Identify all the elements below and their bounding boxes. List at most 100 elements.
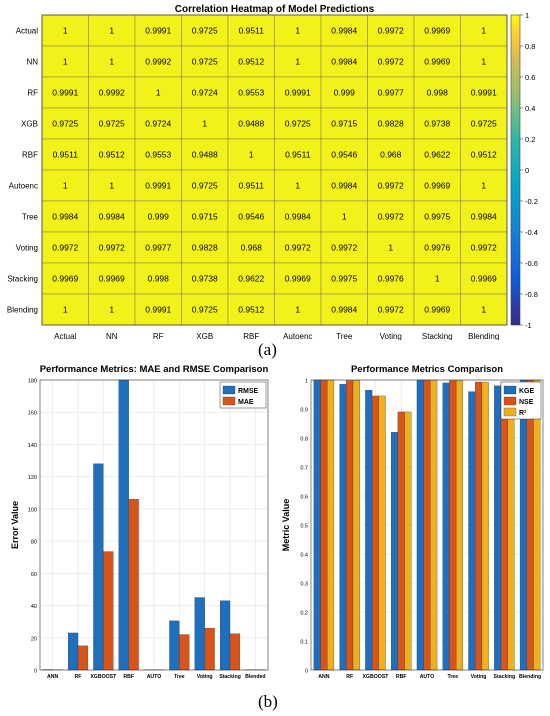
bar-r <box>481 381 489 671</box>
y-tick-label: 140 <box>28 443 37 449</box>
heatmap-cell <box>274 169 322 202</box>
heatmap-cell <box>227 293 275 326</box>
heatmap-cell <box>460 14 508 47</box>
x-tick-label: AUTO <box>147 674 162 680</box>
heatmap-cell-value: 0.968 <box>380 150 402 160</box>
heatmap-cell-value: 0.9512 <box>238 57 264 67</box>
heatmap-cell-value: 1 <box>202 119 207 129</box>
heatmap-cell-value: 0.9991 <box>52 88 78 98</box>
heatmap-cell <box>88 231 136 264</box>
bar-kge <box>416 379 424 671</box>
y-tick-label: 120 <box>28 475 37 481</box>
heatmap-cell <box>41 76 89 109</box>
heatmap-cell-value: 0.998 <box>427 88 449 98</box>
legend-swatch <box>503 385 517 395</box>
heatmap-cell <box>88 76 136 109</box>
heatmap-cell-value: 0.9725 <box>192 57 218 67</box>
heatmap-cell-value: 1 <box>481 26 486 36</box>
heatmap-cell <box>181 169 229 202</box>
bar-kge <box>442 382 450 671</box>
heatmap-cell-value: 0.9725 <box>471 119 497 129</box>
heatmap-col-label: Autoenc <box>283 332 312 340</box>
heatmap-cell-value: 1 <box>109 181 114 191</box>
heatmap-cell-value: 0.9512 <box>238 305 264 315</box>
heatmap-cell <box>274 293 322 326</box>
colorbar-tick-label: 0 <box>525 166 529 175</box>
heatmap-cell <box>460 293 508 326</box>
legend-label: R² <box>519 410 527 417</box>
heatmap-cell-value: 0.9715 <box>192 212 218 222</box>
heatmap-cell <box>227 231 275 264</box>
heatmap-cell-value: 0.9972 <box>378 57 404 67</box>
bar-kge <box>391 432 399 671</box>
heatmap-cell <box>41 107 89 140</box>
heatmap-row-label: Actual <box>16 27 38 36</box>
heatmap-cell-value: 1 <box>109 305 114 315</box>
heatmap-cell <box>367 293 415 326</box>
heatmap-cell <box>367 262 415 295</box>
bar-nse <box>526 379 534 671</box>
bar-kge <box>339 384 347 671</box>
y-tick-label: 80 <box>31 540 37 546</box>
legend-label: NSE <box>519 399 534 406</box>
x-tick-label: RF <box>346 674 353 680</box>
x-tick-label: AUTO <box>420 674 435 680</box>
heatmap-cell-value: 0.9725 <box>192 26 218 36</box>
x-tick-label: RBF <box>396 674 407 680</box>
y-tick-label: 0.8 <box>300 437 308 443</box>
heatmap-cell <box>227 76 275 109</box>
heatmap-cell <box>320 293 368 326</box>
heatmap-cell-value: 0.9984 <box>52 212 78 222</box>
heatmap-cell <box>227 169 275 202</box>
bar-mae <box>179 634 190 671</box>
heatmap-cell <box>41 169 89 202</box>
correlation-heatmap: Correlation Heatmap of Model Predictions… <box>7 4 538 340</box>
heatmap-cell <box>181 200 229 233</box>
heatmap-cell <box>181 293 229 326</box>
bar-kge <box>365 389 373 671</box>
heatmap-row-label: Stacking <box>7 275 38 284</box>
heatmap-cell-value: 0.9992 <box>145 57 171 67</box>
heatmap-cell-value: 0.9972 <box>378 26 404 36</box>
heatmap-cell <box>367 200 415 233</box>
heatmap-cell-value: 0.968 <box>241 243 263 253</box>
heatmap-cell <box>134 231 182 264</box>
x-tick-label: XGBOOST <box>362 674 389 680</box>
y-tick-label: 0.5 <box>300 524 308 530</box>
y-tick-label: 0.2 <box>300 611 308 617</box>
bar-mae <box>128 499 139 671</box>
panel-label-b: (b) <box>258 692 278 711</box>
legend-label: KGE <box>519 388 535 395</box>
heatmap-cell <box>134 169 182 202</box>
heatmap-cell-value: 0.9976 <box>424 243 450 253</box>
y-tick-label: 0 <box>305 669 308 675</box>
y-tick-label: 0.7 <box>300 466 308 472</box>
x-tick-label: Tree <box>447 674 458 680</box>
heatmap-cell-value: 0.9622 <box>424 150 450 160</box>
heatmap-cell <box>227 262 275 295</box>
heatmap-cell-value: 0.9969 <box>471 274 497 284</box>
heatmap-cell <box>413 76 461 109</box>
heatmap-cell-value: 0.9724 <box>192 88 218 98</box>
bar-kge <box>468 391 476 671</box>
heatmap-cell-value: 0.9488 <box>192 150 218 160</box>
heatmap-cell <box>367 45 415 78</box>
colorbar-tick-label: -0.6 <box>525 259 538 268</box>
heatmap-row-label: Tree <box>22 213 39 222</box>
y-tick-label: 60 <box>31 572 37 578</box>
heatmap-cell-value: 0.9976 <box>378 274 404 284</box>
bar-rmse <box>219 600 231 671</box>
heatmap-cell <box>88 14 136 47</box>
heatmap-cell-value: 0.9972 <box>471 243 497 253</box>
bar-r <box>430 379 438 671</box>
heatmap-cell <box>413 45 461 78</box>
heatmap-cell-value: 0.9969 <box>99 274 125 284</box>
heatmap-cell <box>134 138 182 171</box>
heatmap-row-label: NN <box>26 58 38 67</box>
bar-nse <box>371 395 379 671</box>
heatmap-cell-value: 1 <box>435 274 440 284</box>
heatmap-cell-value: 1 <box>295 305 300 315</box>
heatmap-cell <box>88 45 136 78</box>
heatmap-cell-value: 0.9969 <box>424 57 450 67</box>
heatmap-cell <box>41 293 89 326</box>
